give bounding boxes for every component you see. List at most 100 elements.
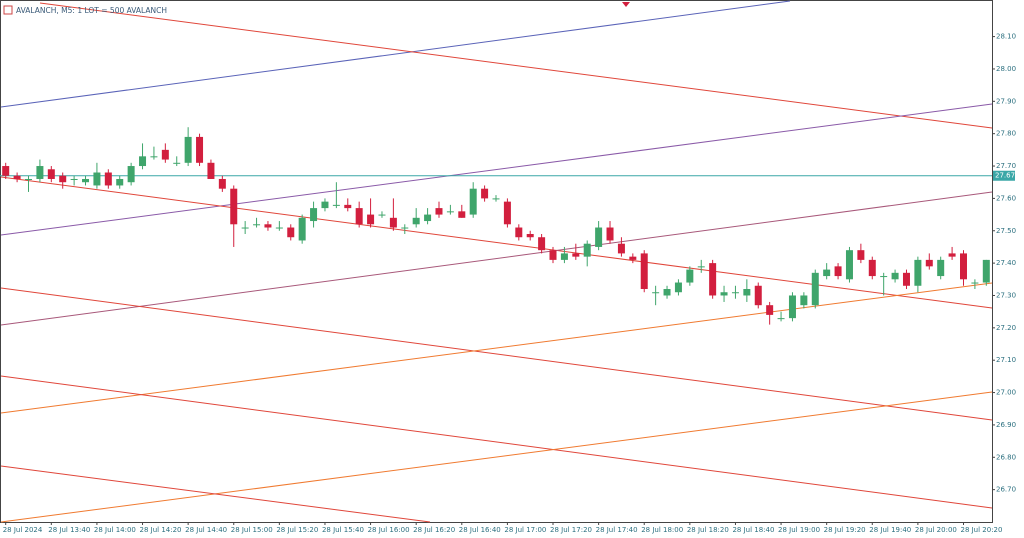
x-tick-label: 28 Jul 16:20 (413, 526, 455, 534)
x-tick-label: 28 Jul 20:00 (915, 526, 957, 534)
x-tick-label: 28 Jul 19:00 (778, 526, 820, 534)
candle-body (868, 259, 876, 277)
current-price-box (993, 170, 1015, 181)
candle-body (13, 175, 21, 179)
candle-body (287, 227, 295, 238)
y-tick-label: 27.40 (996, 259, 1016, 267)
candle-body (492, 198, 500, 200)
trend-line (0, 191, 993, 326)
x-tick-label: 28 Jul 14:20 (140, 526, 182, 534)
candle-body (902, 272, 910, 286)
x-tick-label: 28 Jul 19:40 (869, 526, 911, 534)
candle-body (982, 259, 990, 283)
candle-body (196, 136, 204, 163)
candle-body (663, 289, 671, 296)
x-tick-label: 28 Jul 14:00 (94, 526, 136, 534)
x-tick-label: 28 Jul 17:20 (550, 526, 592, 534)
candle-body (150, 156, 158, 158)
candle-body (731, 292, 739, 294)
candle-body (241, 227, 249, 229)
candle-body (264, 224, 272, 228)
x-tick-label: 28 Jul 20:20 (960, 526, 1002, 534)
chart-icon[interactable] (3, 5, 13, 15)
x-tick-label: 28 Jul 16:40 (459, 526, 501, 534)
candle-body (766, 305, 774, 315)
candle-body (925, 259, 933, 267)
y-tick-label: 27.80 (996, 130, 1016, 138)
candle-body (355, 208, 363, 225)
candle-body (686, 269, 694, 283)
x-tick-label: 28 Jul 2024 (3, 526, 43, 534)
candle-body (595, 227, 603, 247)
candle-body (435, 208, 443, 215)
candle-body (583, 243, 591, 257)
x-tick-label: 28 Jul 17:00 (504, 526, 546, 534)
y-tick-label: 26.90 (996, 421, 1016, 429)
candle-body (93, 172, 101, 186)
y-tick-label: 27.00 (996, 389, 1016, 397)
candle-body (344, 204, 352, 209)
candle-body (25, 178, 33, 180)
trend-line (39, 2, 993, 129)
candle-body (948, 253, 956, 257)
trend-line (0, 375, 993, 509)
candle-body (253, 224, 261, 226)
candle-body (891, 272, 899, 280)
candle-body (914, 259, 922, 286)
x-tick-label: 28 Jul 18:40 (732, 526, 774, 534)
candle-body (104, 172, 112, 186)
x-tick-label: 28 Jul 14:40 (185, 526, 227, 534)
candle-body (560, 253, 568, 260)
candle-body (36, 166, 44, 179)
candle-body (70, 178, 78, 180)
x-tick-label: 28 Jul 16:00 (368, 526, 410, 534)
candle-body (139, 156, 147, 167)
candle-body (275, 227, 283, 229)
candle-body (378, 214, 386, 216)
candle-body (697, 266, 705, 268)
candle-body (880, 276, 888, 278)
candle-body (515, 227, 523, 238)
y-tick-label: 28.00 (996, 65, 1016, 73)
current-price-label: 27.67 (995, 172, 1015, 180)
candle-body (845, 250, 853, 280)
candle-body (298, 217, 306, 241)
candle-body (823, 269, 831, 277)
candle-body (652, 292, 660, 294)
x-tick-label: 28 Jul 19:20 (824, 526, 866, 534)
candle-body (458, 211, 466, 218)
y-tick-label: 27.50 (996, 227, 1016, 235)
candle-body (310, 208, 318, 222)
y-tick-label: 26.70 (996, 486, 1016, 494)
candle-body (82, 178, 90, 183)
candle-body (606, 227, 614, 241)
candle-body (207, 162, 215, 179)
chart-title: AVALANCH, M5: 1 LOT = 500 AVALANCH (16, 6, 167, 15)
candle-body (503, 201, 511, 225)
trend-line (0, 287, 993, 421)
candle-body (754, 285, 762, 306)
candle-body (629, 256, 637, 260)
candle-body (617, 243, 625, 254)
marker (622, 2, 630, 7)
candle-body (116, 178, 124, 186)
candle-body (959, 253, 967, 280)
candle-body (811, 272, 819, 306)
candle-body (127, 166, 135, 183)
y-tick-label: 27.90 (996, 97, 1016, 105)
candle-body (777, 318, 785, 320)
candle-body (184, 136, 192, 163)
candle-body (218, 178, 226, 189)
candle-body (424, 214, 432, 222)
candle-body (788, 295, 796, 319)
candle-body (857, 250, 865, 260)
x-tick-label: 28 Jul 17:40 (596, 526, 638, 534)
y-tick-label: 27.20 (996, 324, 1016, 332)
trend-lines (0, 0, 993, 523)
candle-body (367, 214, 375, 225)
trend-line (0, 391, 993, 523)
x-tick-label: 28 Jul 15:00 (231, 526, 273, 534)
x-tick-label: 28 Jul 15:20 (276, 526, 318, 534)
candle-body (640, 253, 648, 290)
candle-body (720, 292, 728, 296)
